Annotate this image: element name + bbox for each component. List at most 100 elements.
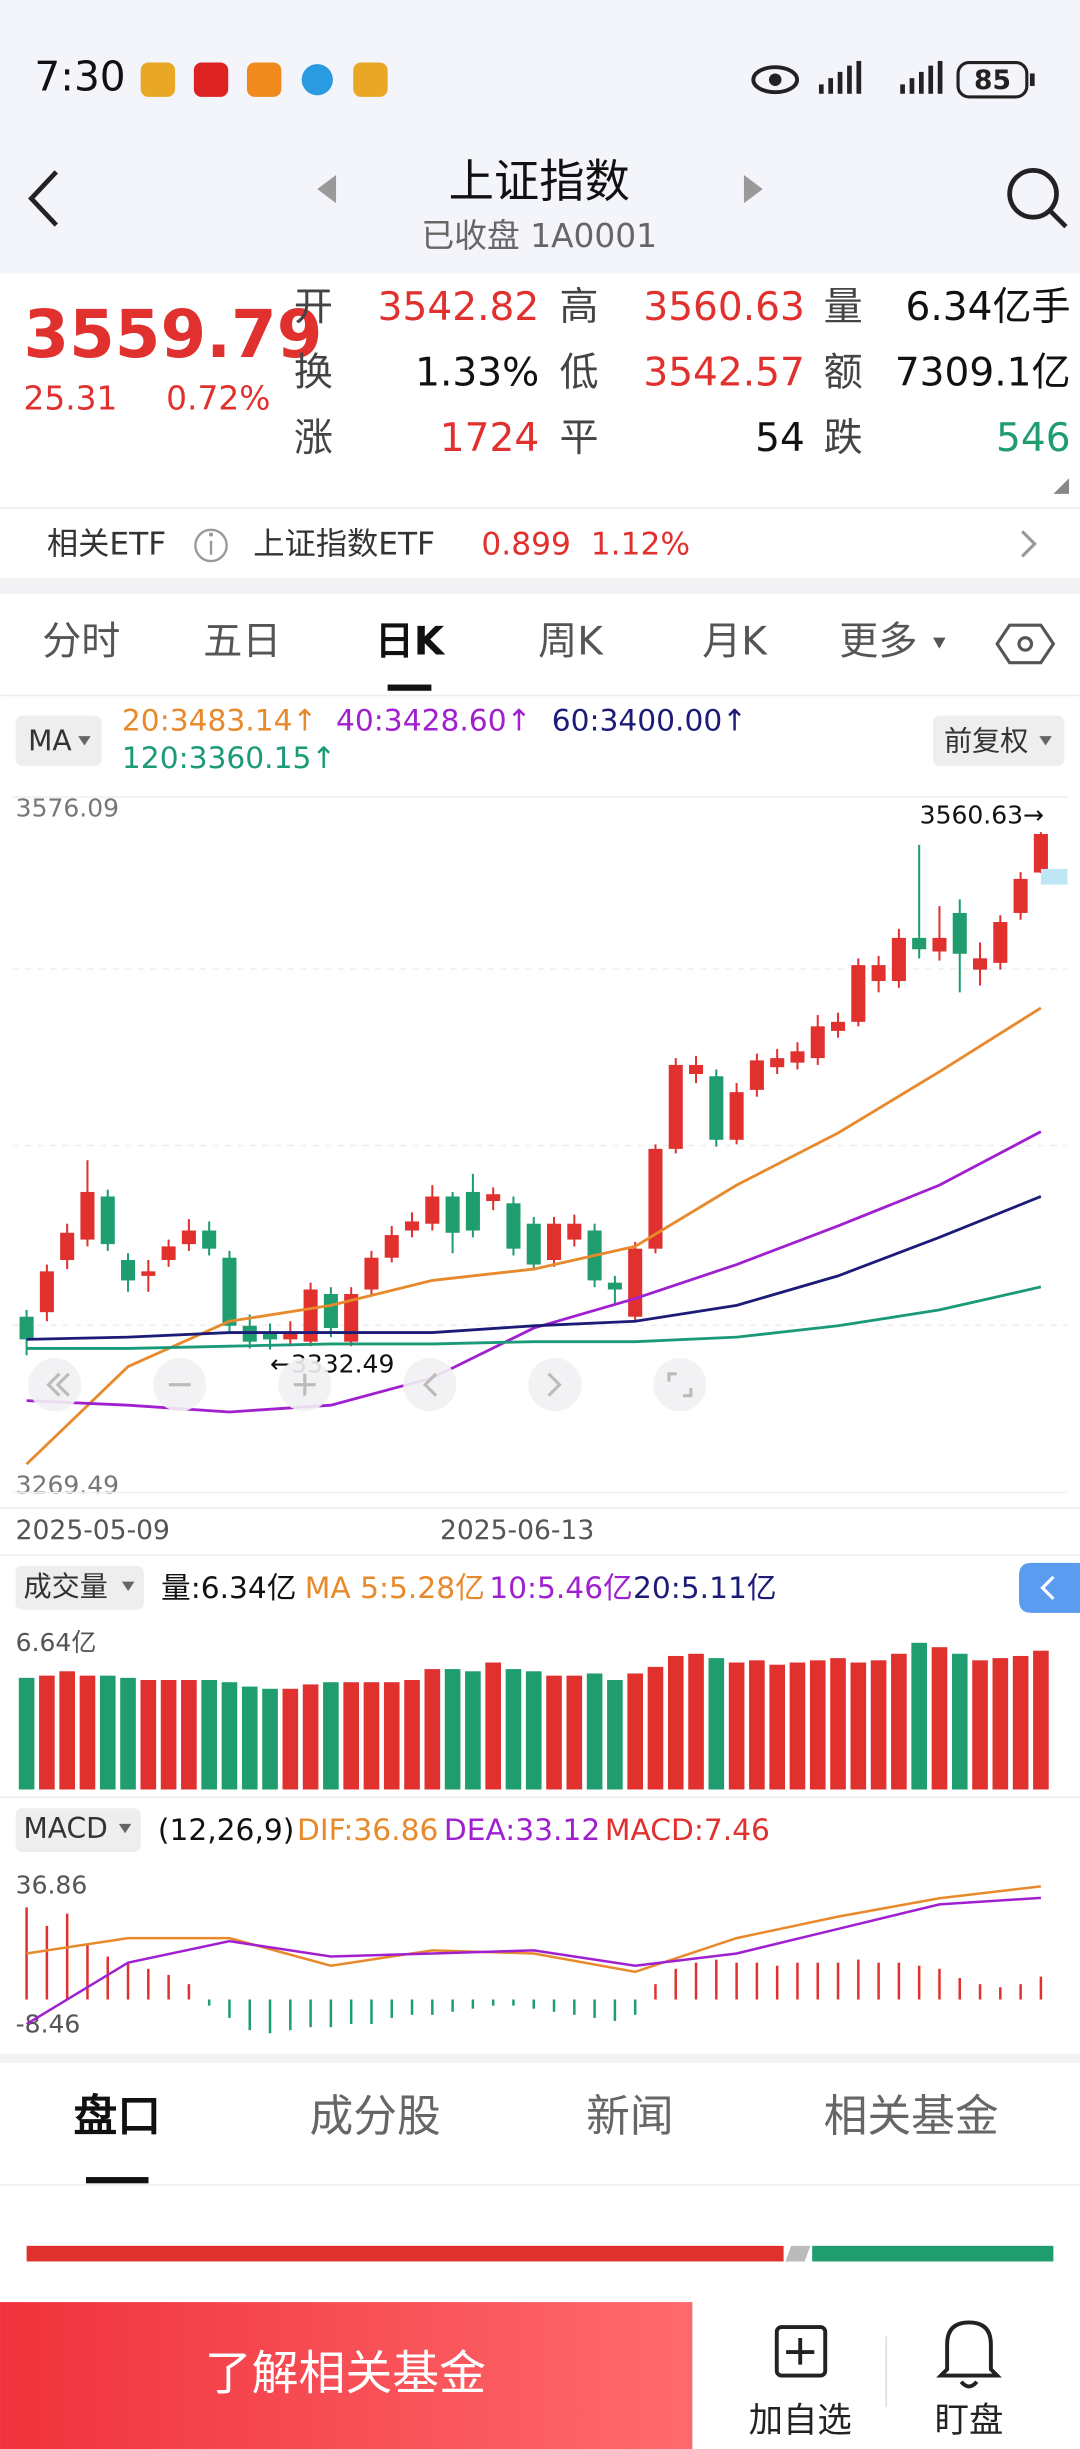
ma-button[interactable]: MA bbox=[28, 724, 72, 757]
volume-bar bbox=[870, 1660, 887, 1790]
bottom-tab[interactable]: 盘口 bbox=[73, 2091, 161, 2142]
search-button[interactable] bbox=[1007, 168, 1068, 229]
period-tab[interactable]: 月K bbox=[702, 619, 768, 664]
adjust-button[interactable]: 前复权 bbox=[944, 724, 1028, 757]
status-icons bbox=[751, 60, 1035, 99]
field-label: 额 bbox=[824, 351, 863, 396]
volume-bar bbox=[140, 1680, 157, 1790]
watchlist-action[interactable]: 加自选 bbox=[749, 2401, 852, 2441]
scroll-right[interactable] bbox=[528, 1358, 582, 1412]
macd-button-bg[interactable] bbox=[15, 1808, 141, 1852]
candle-body bbox=[973, 958, 988, 970]
alert-icon[interactable] bbox=[936, 2320, 1002, 2389]
bottom-tab[interactable]: 新闻 bbox=[586, 2091, 674, 2142]
ma-legend-item: 20:3483.14↑ bbox=[122, 704, 317, 739]
page-subtitle: 已收盘 1A0001 bbox=[421, 217, 657, 255]
candle-body bbox=[952, 912, 967, 954]
bottom-tab[interactable]: 成分股 bbox=[309, 2091, 440, 2142]
volume-button[interactable]: 成交量 bbox=[23, 1570, 107, 1603]
etf-name[interactable]: 上证指数ETF bbox=[253, 526, 435, 562]
dropdown-arrow bbox=[1039, 736, 1052, 746]
back-button[interactable] bbox=[28, 170, 59, 227]
macd-chart: 36.86 -8.46 bbox=[16, 1870, 1043, 2038]
volume-bar bbox=[972, 1660, 988, 1790]
field-label: 跌 bbox=[824, 416, 863, 461]
period-tab[interactable]: 分时 bbox=[42, 619, 120, 664]
ma-legend-item: 60:3400.00↑ bbox=[552, 704, 747, 739]
period-tab[interactable]: 五日 bbox=[203, 619, 281, 664]
volume-bar bbox=[992, 1658, 1009, 1790]
volume-bar bbox=[160, 1680, 177, 1790]
candle-body bbox=[831, 1021, 846, 1031]
field-label: 涨 bbox=[294, 416, 333, 461]
bottom-tab[interactable]: 相关基金 bbox=[824, 2091, 999, 2142]
ma-legend-item: 40:3428.60↑ bbox=[336, 704, 531, 739]
volume-bar bbox=[404, 1680, 420, 1790]
volume-bar bbox=[647, 1666, 664, 1790]
volume-bar bbox=[444, 1669, 461, 1790]
candle-body bbox=[729, 1092, 744, 1140]
volume-bar bbox=[39, 1675, 55, 1790]
fund-button-bg[interactable] bbox=[0, 2302, 693, 2449]
candle-body bbox=[161, 1246, 176, 1261]
field-value: 3542.57 bbox=[643, 351, 805, 396]
macd-params: (12,26,9) bbox=[158, 1813, 294, 1848]
candle-body bbox=[465, 1191, 480, 1231]
scroll-left-fast[interactable] bbox=[28, 1358, 82, 1412]
volume-bar bbox=[586, 1673, 603, 1790]
volume-bar bbox=[809, 1660, 826, 1790]
prev-index[interactable] bbox=[317, 175, 337, 204]
etf-chevron[interactable] bbox=[1021, 530, 1037, 558]
candle-body bbox=[1013, 878, 1028, 913]
settings-button[interactable] bbox=[995, 623, 1056, 665]
kline-chart: 3576.093269.493560.63→←3332.492025-05-09… bbox=[12, 794, 1068, 1546]
candle-body bbox=[1033, 834, 1048, 873]
candle-body bbox=[607, 1282, 622, 1290]
y-tick-label: 3576.09 bbox=[16, 794, 119, 823]
volume-button-bg[interactable] bbox=[15, 1565, 144, 1610]
candle-body bbox=[628, 1248, 643, 1317]
candle-body bbox=[648, 1148, 663, 1249]
volume-bar bbox=[850, 1662, 867, 1790]
adjust-button-bg[interactable] bbox=[933, 715, 1065, 766]
field-label: 高 bbox=[560, 285, 599, 330]
period-tab[interactable]: 日K bbox=[375, 619, 446, 664]
info-icon[interactable] bbox=[194, 528, 228, 563]
side-panel-tab[interactable] bbox=[1019, 1562, 1080, 1613]
scroll-left[interactable] bbox=[403, 1358, 457, 1412]
field-value: 3560.63 bbox=[643, 285, 805, 330]
candle-body bbox=[100, 1196, 115, 1245]
field-label: 开 bbox=[294, 285, 333, 330]
y-tick-label: 6.64亿 bbox=[16, 1628, 97, 1657]
price-tag bbox=[1040, 868, 1068, 885]
period-tab[interactable]: 周K bbox=[538, 619, 604, 664]
volume-bar bbox=[120, 1677, 136, 1790]
price-change-pct: 0.72% bbox=[166, 380, 270, 418]
ma-button-bg[interactable] bbox=[15, 715, 102, 766]
volume-bar bbox=[688, 1653, 704, 1790]
fund-button[interactable]: 了解相关基金 bbox=[205, 2347, 486, 2402]
candle-body bbox=[120, 1260, 136, 1281]
macd-legend-item: DIF:36.86 bbox=[297, 1813, 438, 1848]
candle-body bbox=[912, 937, 927, 950]
breadth-bar bbox=[26, 2245, 1054, 2262]
ma-line bbox=[26, 1130, 1042, 1414]
candle-body bbox=[405, 1221, 420, 1231]
field-value: 6.34亿手 bbox=[905, 285, 1070, 330]
volume-bar bbox=[789, 1662, 806, 1790]
fullscreen[interactable] bbox=[653, 1358, 707, 1412]
next-index[interactable] bbox=[743, 175, 763, 204]
decliners-bar bbox=[812, 2245, 1054, 2262]
period-tab[interactable]: 更多 bbox=[839, 619, 917, 664]
field-value: 546 bbox=[996, 416, 1071, 461]
volume-bar bbox=[891, 1653, 907, 1790]
alert-action[interactable]: 盯盘 bbox=[935, 2401, 1004, 2441]
volume-bar bbox=[607, 1680, 623, 1790]
volume-bar bbox=[262, 1688, 278, 1790]
macd-button[interactable]: MACD bbox=[23, 1812, 107, 1845]
volume-legend-item: 10:5.46亿 bbox=[489, 1571, 633, 1606]
watchlist-icon[interactable] bbox=[774, 2325, 828, 2378]
field-label: 量 bbox=[824, 285, 863, 330]
tab-indicator bbox=[85, 2177, 149, 2184]
candle-body bbox=[749, 1060, 764, 1090]
